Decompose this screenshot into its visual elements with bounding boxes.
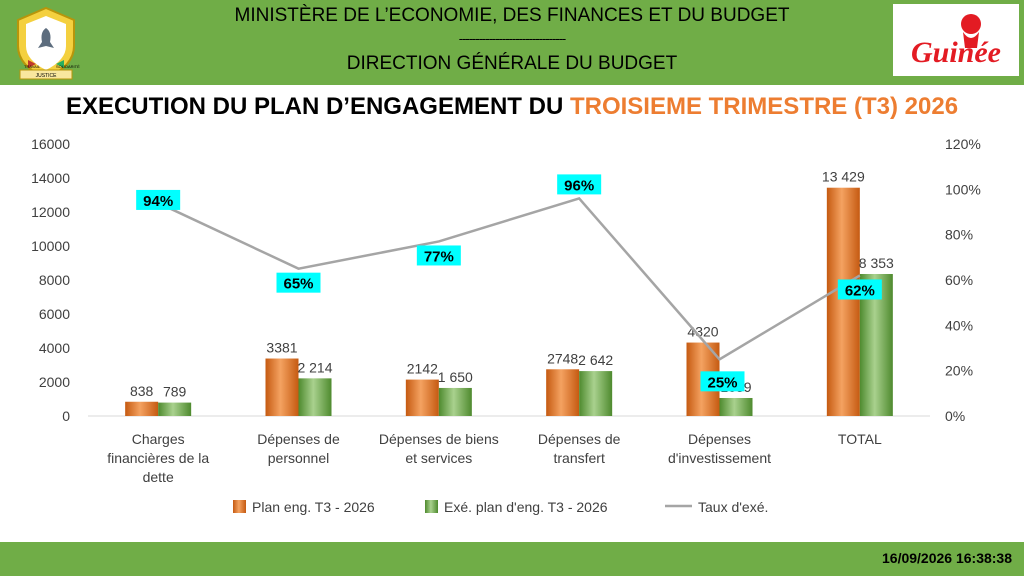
plan-bar-label: 4320 — [687, 324, 718, 340]
legend-swatch-exe — [425, 500, 438, 513]
plan-bar — [546, 369, 580, 416]
y-left-tick-label: 8000 — [39, 272, 70, 288]
y-left-tick-label: 10000 — [31, 238, 70, 254]
y-right-tick-label: 120% — [945, 136, 981, 152]
category-labels: Charges financières de la dette Dépenses de… — [107, 431, 882, 485]
header-bar: JUSTICE TRAVAIL SOLIDARITÉ MINISTÈRE DE … — [0, 0, 1024, 85]
category-label: et services — [405, 450, 472, 466]
y-left-tick-label: 0 — [62, 408, 70, 424]
rate-label: 96% — [564, 177, 594, 194]
emblem-motto-right: SOLIDARITÉ — [56, 64, 80, 69]
rate-line — [157, 196, 861, 361]
rate-label-bg — [837, 279, 882, 300]
legend-label-exe: Exé. plan d'eng. T3 - 2026 — [444, 499, 608, 515]
y-right-tick-label: 60% — [945, 272, 973, 288]
y-left-tick-label: 12000 — [31, 204, 70, 220]
y-left-tick-label: 16000 — [31, 136, 70, 152]
y-left-tick-label: 4000 — [39, 340, 70, 356]
category-label: TOTAL — [838, 431, 882, 447]
y-left-tick-label: 6000 — [39, 306, 70, 322]
logo-figure-icon — [961, 14, 981, 34]
rate-line-series: 94% 65% 77% 96% 25% 62% — [136, 174, 882, 391]
title-prefix: EXECUTION DU PLAN D’ENGAGEMENT DU — [65, 93, 570, 120]
exe-bar — [579, 371, 613, 416]
title-highlight: TROISIEME TRIMESTRE (T3) 2026 — [569, 93, 959, 120]
y-right-tick-label: 100% — [945, 181, 981, 197]
rate-label-bg — [700, 371, 745, 392]
execution-chart: 0 2000 4000 6000 8000 10000 12000 14000 16000 0%… — [31, 136, 981, 515]
legend-swatch-plan — [233, 500, 246, 513]
category-label: Dépenses de — [257, 431, 340, 447]
rate-label: 77% — [424, 248, 454, 265]
emblem-motto-left: TRAVAIL — [24, 64, 41, 69]
page-title: EXECUTION DU PLAN D’ENGAGEMENT DU TROISI… — [0, 93, 1024, 121]
plan-bar — [265, 358, 299, 416]
footer-bar: 16/09/2026 16:38:38 — [0, 542, 1024, 576]
legend-label-plan: Plan eng. T3 - 2026 — [252, 499, 375, 515]
exe-bar — [158, 402, 192, 416]
exe-bar-label: 2 642 — [578, 352, 613, 368]
plan-bar — [125, 401, 159, 416]
rate-label-bg — [136, 189, 181, 210]
y-left-tick-label: 14000 — [31, 170, 70, 186]
plan-bar — [826, 187, 860, 416]
y-right-tick-label: 80% — [945, 227, 973, 243]
plan-bar-label: 2142 — [407, 361, 438, 377]
y-right-tick-label: 20% — [945, 363, 973, 379]
rate-label-bg — [557, 174, 602, 195]
direction-title: DIRECTION GÉNÉRALE DU BUDGET — [346, 53, 678, 74]
exe-bar-label: 1 650 — [438, 369, 473, 385]
legend-label-rate: Taux d'exé. — [698, 499, 768, 515]
guinee-logo: Guinée — [893, 4, 1019, 76]
category-label: Dépenses — [688, 431, 751, 447]
plan-bar — [405, 379, 439, 416]
timestamp: 16/09/2026 16:38:38 — [882, 550, 1012, 566]
exe-bar-label: 789 — [163, 384, 187, 400]
exe-bar-label: 2 214 — [297, 359, 332, 375]
category-label: Dépenses de — [538, 431, 621, 447]
y-left-tick-label: 2000 — [39, 374, 70, 390]
header-divider: -------------------------------- — [458, 31, 567, 46]
rate-label: 62% — [845, 282, 875, 299]
legend: Plan eng. T3 - 2026 Exé. plan d'eng. T3 -… — [233, 499, 768, 515]
right-axis: 0% 20% 40% 60% 80% 100% 120% — [945, 136, 981, 424]
rate-label: 65% — [283, 276, 313, 293]
rate-label-bg — [276, 272, 321, 293]
rate-label: 25% — [707, 374, 737, 391]
category-label: personnel — [268, 450, 330, 466]
category-label: Dépenses de biens — [379, 431, 499, 447]
emblem-motto-center: JUSTICE — [36, 73, 58, 79]
plan-bar-label: 2748 — [547, 350, 578, 366]
exe-bar-label: 8 353 — [859, 255, 894, 271]
ministry-title: MINISTÈRE DE L’ECONOMIE, DES FINANCES ET… — [234, 5, 790, 26]
plan-bar-label: 838 — [130, 383, 154, 399]
exe-bar — [438, 387, 472, 416]
logo-text: Guinée — [911, 36, 1001, 69]
rate-label-bg — [416, 245, 461, 266]
coat-of-arms-icon: JUSTICE TRAVAIL SOLIDARITÉ — [17, 6, 80, 80]
y-right-tick-label: 40% — [945, 317, 973, 333]
category-label: d'investissement — [668, 450, 771, 466]
y-right-tick-label: 0% — [945, 408, 965, 424]
category-label: transfert — [553, 450, 604, 466]
category-label: Charges — [132, 431, 185, 447]
bar-series: 838 3381 2142 2748 4320 13 429 789 2 214 1 650 2 … — [125, 169, 894, 416]
category-label: financières de la — [107, 450, 209, 466]
category-label: dette — [143, 469, 174, 485]
exe-bar — [298, 378, 332, 416]
exe-bar — [719, 397, 753, 416]
plan-bar-label: 13 429 — [822, 169, 865, 185]
rate-label: 94% — [143, 193, 173, 210]
left-axis: 0 2000 4000 6000 8000 10000 12000 14000 16000 — [31, 136, 930, 424]
plan-bar-label: 3381 — [266, 340, 297, 356]
